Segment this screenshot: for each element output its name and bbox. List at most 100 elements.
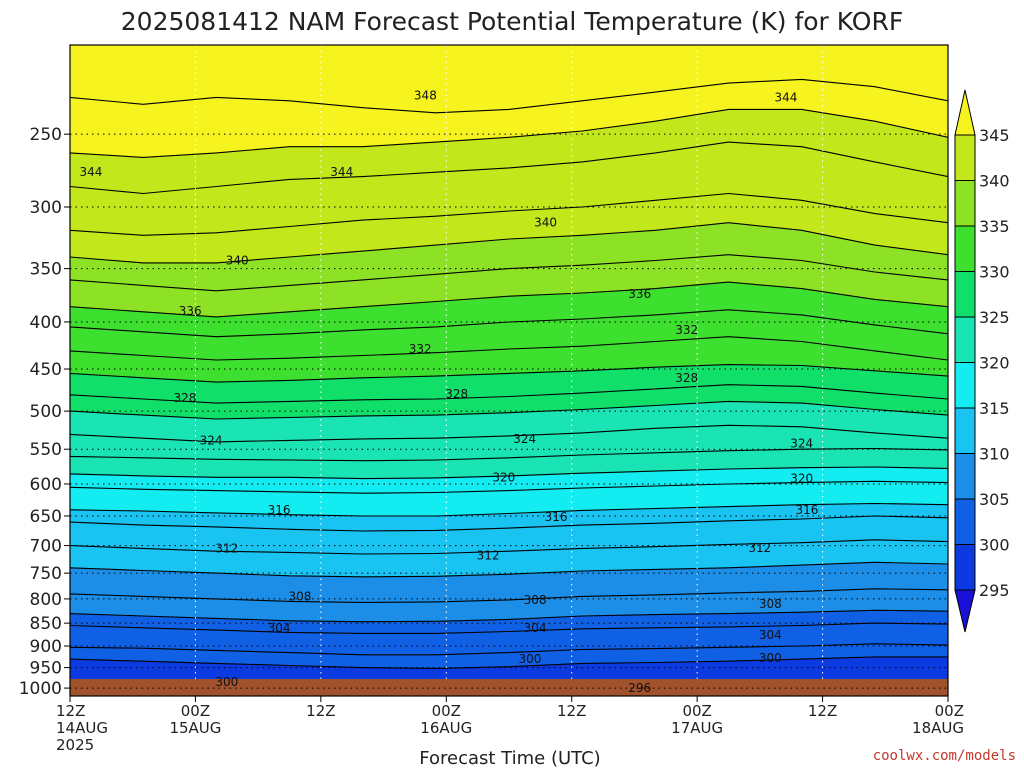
colorbar-label: 295 bbox=[979, 581, 1010, 600]
contour-label: 312 bbox=[748, 541, 771, 555]
band-336 bbox=[70, 254, 948, 317]
contour-label: 304 bbox=[268, 621, 291, 635]
x-tick-label: 12Z bbox=[808, 702, 837, 720]
band-334 bbox=[70, 282, 948, 337]
contour-line-306 bbox=[70, 609, 948, 623]
colorbar: 345 340 335 330 325 320 315 310 305 300 295 bbox=[954, 89, 1010, 633]
contour-label: 316 bbox=[795, 503, 818, 517]
contour-label: 344 bbox=[330, 165, 353, 179]
colorbar-segment bbox=[954, 271, 976, 318]
band-346 bbox=[70, 79, 948, 158]
colorbar-segment bbox=[954, 316, 976, 363]
contour-line-316 bbox=[70, 502, 948, 517]
colorbar-segment bbox=[954, 362, 976, 409]
contour-line-324 bbox=[70, 424, 948, 443]
contour-label: 312 bbox=[477, 549, 500, 563]
band-326 bbox=[70, 384, 948, 419]
contour-line-334 bbox=[70, 309, 948, 338]
contour-label: 312 bbox=[215, 541, 238, 555]
band-316 bbox=[70, 481, 948, 516]
x-tick-label: 12Z bbox=[306, 702, 335, 720]
contour-line-318 bbox=[70, 480, 948, 494]
band-314 bbox=[70, 503, 948, 531]
contour-label: 300 bbox=[215, 675, 238, 689]
y-tick-label: 500 bbox=[30, 402, 62, 422]
band-344 bbox=[70, 109, 948, 194]
band-338 bbox=[70, 222, 948, 291]
y-tick-label: 800 bbox=[30, 590, 62, 610]
contour-label: 324 bbox=[513, 432, 536, 446]
y-tick-label: 950 bbox=[30, 659, 62, 679]
x-tick-label: 17AUG bbox=[671, 719, 723, 737]
colorbar-segment bbox=[954, 134, 976, 181]
contour-label: 332 bbox=[409, 342, 432, 356]
ground-surface bbox=[70, 679, 948, 696]
y-tick-label: 250 bbox=[30, 125, 62, 145]
contour-label: 308 bbox=[288, 589, 311, 603]
contour-lines bbox=[70, 78, 948, 680]
contour-label: 344 bbox=[775, 90, 798, 104]
band-312 bbox=[70, 516, 948, 554]
chart-title: 2025081412 NAM Forecast Potential Temper… bbox=[121, 7, 903, 36]
contour-label: 300 bbox=[518, 652, 541, 666]
contour-label: 336 bbox=[628, 287, 651, 301]
contour-label: 304 bbox=[524, 621, 547, 635]
band-330 bbox=[70, 336, 948, 383]
grid bbox=[69, 45, 949, 689]
contour-line-304 bbox=[70, 622, 948, 634]
colorbar-label: 325 bbox=[979, 308, 1010, 327]
y-tick-label: 900 bbox=[30, 637, 62, 657]
contour-label: 296 bbox=[628, 681, 651, 695]
colorbar-segment bbox=[954, 453, 976, 500]
contour-line-346 bbox=[70, 108, 948, 158]
contour-labels: 348 344 344 344 340 340 336 336 332 332 328 328 328 3… bbox=[79, 89, 818, 695]
contour-label: 308 bbox=[524, 593, 547, 607]
contour-label: 328 bbox=[445, 387, 468, 401]
colorbar-segment bbox=[954, 544, 976, 591]
contour-line-348 bbox=[70, 78, 948, 114]
contour-label: 344 bbox=[79, 165, 102, 179]
contour-line-308 bbox=[70, 588, 948, 603]
x-tick-label: 12Z bbox=[557, 702, 586, 720]
shaded-field bbox=[70, 45, 948, 680]
x-tick-label: 00Z bbox=[935, 702, 964, 720]
contour-label: 324 bbox=[200, 433, 223, 447]
y-tick-label: 350 bbox=[30, 260, 62, 280]
colorbar-arrow-bottom bbox=[954, 589, 976, 633]
contour-label: 336 bbox=[179, 304, 202, 318]
contour-label: 300 bbox=[759, 651, 782, 665]
x-tick-label: 18AUG bbox=[912, 719, 964, 737]
contour-label: 348 bbox=[414, 89, 437, 103]
contour-line-300 bbox=[70, 656, 948, 669]
x-tick-label: 12Z bbox=[56, 702, 85, 720]
colorbar-segment bbox=[954, 180, 976, 227]
band-324 bbox=[70, 401, 948, 442]
colorbar-arrow-top bbox=[954, 89, 976, 136]
contour-line-330 bbox=[70, 364, 948, 383]
contour-label: 320 bbox=[492, 470, 515, 484]
y-tick-label: 450 bbox=[30, 360, 62, 380]
y-tick-label: 650 bbox=[30, 507, 62, 527]
x-axis-label: Forecast Time (UTC) bbox=[419, 748, 600, 768]
contour-label: 308 bbox=[759, 597, 782, 611]
plot-frame bbox=[69, 44, 949, 697]
colorbar-label: 310 bbox=[979, 445, 1010, 464]
contour-line-340 bbox=[70, 222, 948, 264]
band-342 bbox=[70, 142, 948, 236]
contour-line-342 bbox=[70, 192, 948, 236]
contour-line-310 bbox=[70, 561, 948, 578]
band-332 bbox=[70, 309, 948, 360]
y-tick-label: 600 bbox=[30, 475, 62, 495]
band-318 bbox=[70, 467, 948, 494]
band-304 bbox=[70, 610, 948, 634]
contour-label: 320 bbox=[790, 472, 813, 486]
x-tick-label: 2025 bbox=[56, 736, 94, 754]
band-328 bbox=[70, 364, 948, 404]
contour-label: 332 bbox=[675, 323, 698, 337]
x-tick-label: 14AUG bbox=[56, 719, 108, 737]
colorbar-label: 340 bbox=[979, 172, 1010, 191]
y-tick-label: 400 bbox=[30, 313, 62, 333]
y-tick-label: 1000 bbox=[19, 679, 62, 699]
contour-label: 340 bbox=[226, 254, 249, 268]
